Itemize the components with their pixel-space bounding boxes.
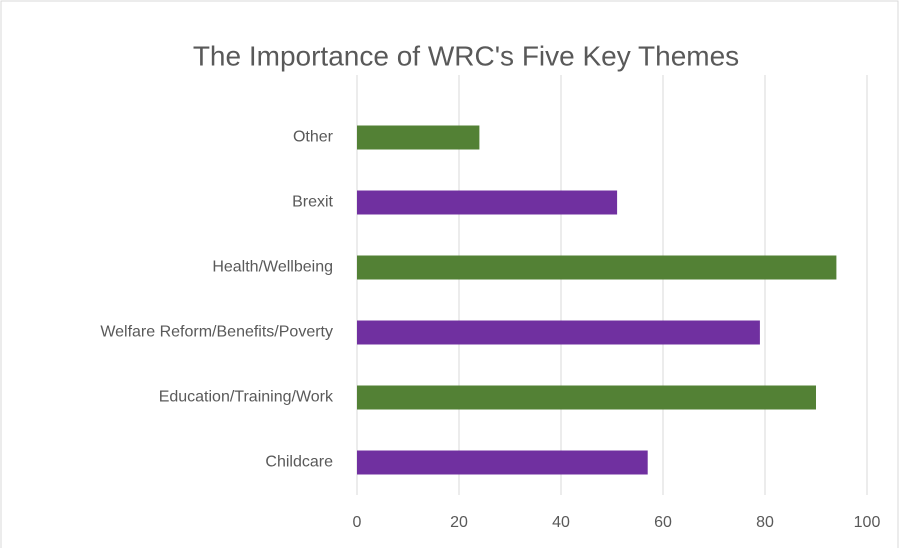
y-tick-label: Childcare — [265, 454, 333, 471]
y-tick-label: Welfare Reform/Benefits/Poverty — [100, 324, 333, 341]
chart-title: The Importance of WRC's Five Key Themes — [193, 40, 739, 71]
bar — [357, 320, 760, 345]
x-tick-label: 0 — [353, 514, 362, 531]
x-tick-label: 60 — [654, 514, 672, 531]
y-tick-label: Education/Training/Work — [159, 389, 334, 406]
bar — [357, 385, 816, 410]
bar — [357, 450, 648, 475]
x-tick-label: 40 — [552, 514, 570, 531]
bar — [357, 190, 618, 215]
bar — [357, 125, 480, 150]
y-tick-label: Brexit — [292, 194, 333, 211]
y-tick-label: Health/Wellbeing — [212, 259, 333, 276]
x-tick-label: 20 — [450, 514, 468, 531]
bar — [357, 255, 837, 280]
x-tick-label: 100 — [854, 514, 881, 531]
y-tick-label: Other — [293, 129, 334, 146]
x-tick-label: 80 — [756, 514, 774, 531]
